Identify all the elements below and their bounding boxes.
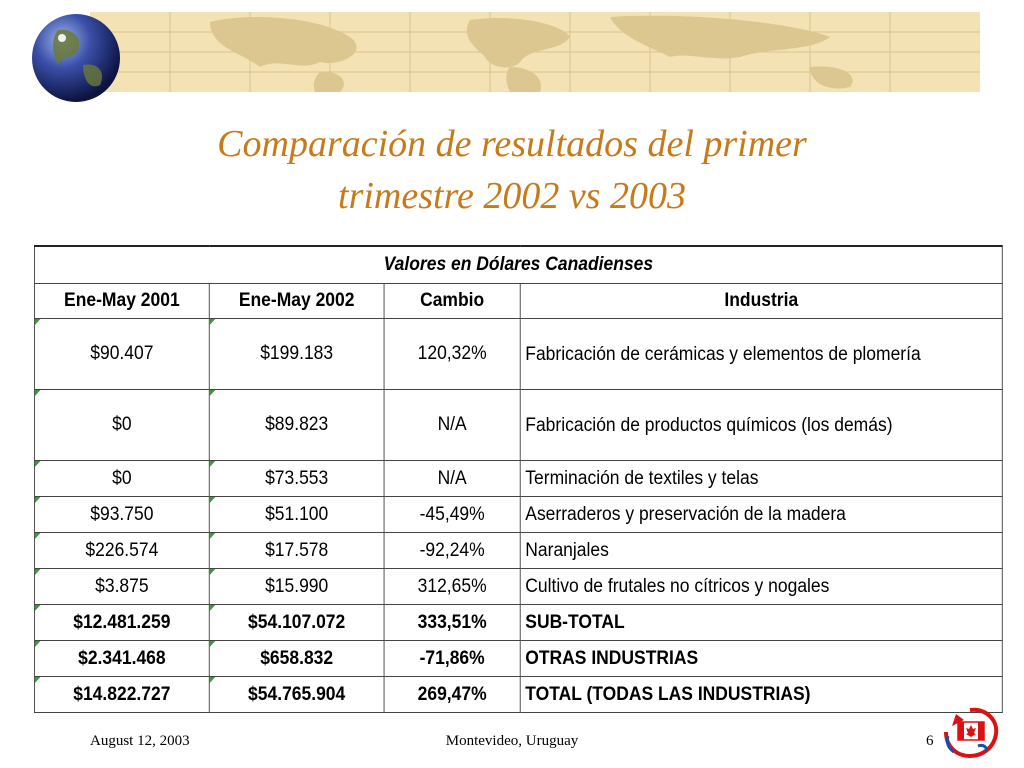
table-row: $226.574 $17.578 -92,24% Naranjales (33, 532, 1003, 569)
footer-date: August 12, 2003 (90, 733, 190, 749)
cell-industry: Fabricación de cerámicas y elementos de … (519, 318, 1003, 390)
cell-2002: $17.578 (208, 532, 385, 569)
cell-value: $226.574 (85, 539, 159, 561)
table-row: $3.875 $15.990 312,65% Cultivo de frutal… (33, 568, 1003, 605)
cell-change: 312,65% (383, 568, 521, 605)
world-map-graphic (90, 12, 980, 92)
cell-2001: $12.481.259 (33, 604, 210, 641)
table-row: $90.407 $199.183 120,32% Fabricación de … (33, 318, 1003, 390)
column-header: Ene-May 2001 (33, 283, 210, 319)
cell-value: $199.183 (260, 343, 334, 364)
cell-value: $93.750 (90, 503, 154, 525)
slide-title: Comparación de resultados del primer tri… (80, 118, 944, 222)
globe-icon (28, 10, 124, 106)
cell-2001: $90.407 (33, 318, 210, 390)
cell-industry: OTRAS INDUSTRIAS (519, 640, 1003, 677)
table-row: $93.750 $51.100 -45,49% Aserraderos y pr… (33, 496, 1003, 533)
cell-2002: $54.107.072 (208, 604, 385, 641)
table-row-total: $14.822.727 $54.765.904 269,47% TOTAL (T… (33, 676, 1003, 713)
cell-value: $54.765.904 (248, 683, 346, 705)
cell-change: -71,86% (383, 640, 521, 677)
column-header: Ene-May 2002 (208, 283, 385, 319)
cell-value: $51.100 (265, 503, 329, 525)
column-header: Industria (519, 283, 1003, 319)
table-row-other: $2.341.468 $658.832 -71,86% OTRAS INDUST… (33, 640, 1003, 677)
cell-value: $12.481.259 (73, 611, 171, 633)
cell-value: $2.341.468 (78, 647, 166, 669)
cell-2001: $0 (33, 389, 210, 461)
cell-value: $3.875 (95, 575, 149, 597)
cell-2002: $54.765.904 (208, 676, 385, 713)
cell-value: $89.823 (265, 414, 329, 435)
results-table: Valores en Dólares Canadienses Ene-May 2… (33, 245, 1003, 713)
cell-value: $0 (112, 414, 132, 435)
cell-2001: $93.750 (33, 496, 210, 533)
canada-flag-logo (938, 702, 1002, 762)
cell-industry: Terminación de textiles y telas (519, 460, 1003, 497)
cell-value: $73.553 (265, 467, 329, 489)
cell-change: N/A (383, 389, 521, 461)
cell-change: 333,51% (383, 604, 521, 641)
cell-2001: $14.822.727 (33, 676, 210, 713)
column-header: Cambio (383, 283, 521, 319)
cell-2001: $226.574 (33, 532, 210, 569)
cell-2002: $15.990 (208, 568, 385, 605)
cell-2001: $2.341.468 (33, 640, 210, 677)
cell-industry: Fabricación de productos químicos (los d… (519, 389, 1003, 461)
cell-2002: $73.553 (208, 460, 385, 497)
cell-value: $658.832 (260, 647, 334, 669)
cell-2002: $199.183 (208, 318, 385, 390)
cell-change: 120,32% (383, 318, 521, 390)
cell-value: $54.107.072 (248, 611, 346, 633)
header-banner (90, 12, 980, 92)
cell-value: $90.407 (90, 343, 154, 364)
cell-industry: Cultivo de frutales no cítricos y nogale… (519, 568, 1003, 605)
cell-change: -45,49% (383, 496, 521, 533)
table-caption: Valores en Dólares Canadienses (33, 245, 1003, 284)
cell-value: $0 (112, 467, 132, 489)
cell-value: $15.990 (265, 575, 329, 597)
slide-title-line-2: trimestre 2002 vs 2003 (338, 175, 686, 217)
cell-2001: $3.875 (33, 568, 210, 605)
cell-2002: $658.832 (208, 640, 385, 677)
cell-value: $17.578 (265, 539, 329, 561)
cell-industry: TOTAL (TODAS LAS INDUSTRIAS) (519, 676, 1003, 713)
cell-value: $14.822.727 (73, 683, 171, 705)
cell-industry: SUB-TOTAL (519, 604, 1003, 641)
slide-title-line-1: Comparación de resultados del primer (217, 123, 807, 165)
footer-place: Montevideo, Uruguay (445, 733, 579, 749)
cell-change: -92,24% (383, 532, 521, 569)
cell-2002: $89.823 (208, 389, 385, 461)
cell-2001: $0 (33, 460, 210, 497)
table-row-subtotal: $12.481.259 $54.107.072 333,51% SUB-TOTA… (33, 604, 1003, 641)
cell-change: 269,47% (383, 676, 521, 713)
page-number: 6 (926, 733, 934, 749)
table-row: $0 $89.823 N/A Fabricación de productos … (33, 389, 1003, 461)
table-header-row: Ene-May 2001 Ene-May 2002 Cambio Industr… (33, 283, 1003, 319)
cell-industry: Naranjales (519, 532, 1003, 569)
table-row: $0 $73.553 N/A Terminación de textiles y… (33, 460, 1003, 497)
cell-change: N/A (383, 460, 521, 497)
cell-2002: $51.100 (208, 496, 385, 533)
cell-industry: Aserraderos y preservación de la madera (519, 496, 1003, 533)
